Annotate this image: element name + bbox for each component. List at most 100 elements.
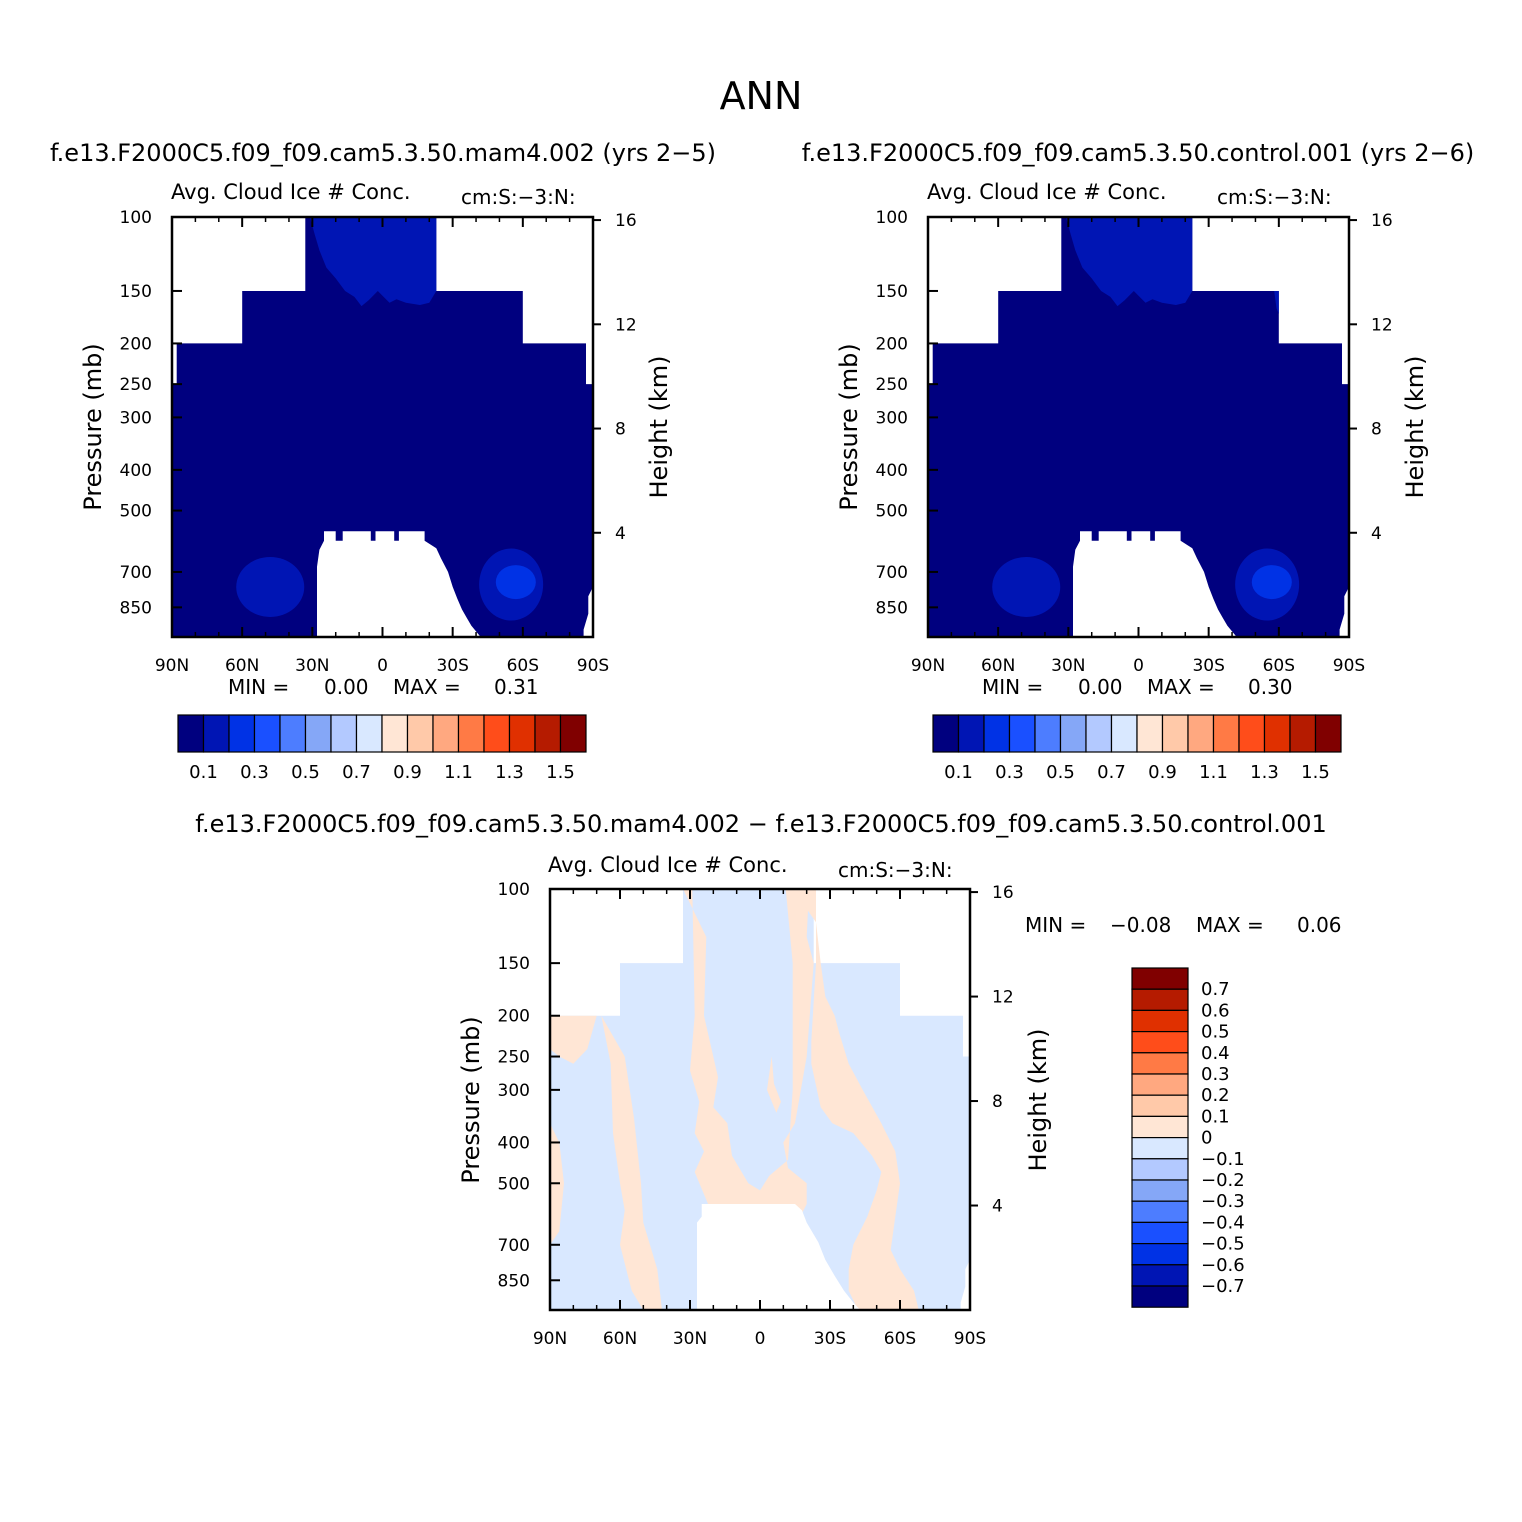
panel1-units-label: cm:S:−3:N: xyxy=(461,185,576,209)
panel1-min-label: MIN = xyxy=(228,675,289,699)
colorbar-swatch xyxy=(355,714,383,753)
colorbar-label: −0.2 xyxy=(1201,1170,1245,1191)
y2-tick-label: 16 xyxy=(615,211,637,231)
x-tick-label: 60S xyxy=(884,1329,916,1349)
colorbar-label: 1.3 xyxy=(495,762,524,783)
positive-diff-region xyxy=(767,1056,781,1113)
nh-lower-ice-blob xyxy=(992,556,1061,617)
colorbar-label: 0.5 xyxy=(291,762,320,783)
background-field xyxy=(172,217,593,637)
y-tick-label: 100 xyxy=(498,880,530,900)
y-tick-label: 200 xyxy=(876,334,908,354)
colorbar-swatch xyxy=(279,714,307,753)
colorbar-swatch xyxy=(1238,714,1266,753)
panel2-ylabel: Pressure (mb) xyxy=(835,343,863,510)
colorbar-swatch xyxy=(559,714,587,753)
colorbar-label: 1.5 xyxy=(1301,762,1330,783)
colorbar-swatch xyxy=(457,714,485,753)
x-tick-label: 90S xyxy=(577,656,609,676)
missing-region-edge xyxy=(583,586,593,637)
colorbar-label: −0.7 xyxy=(1201,1276,1245,1297)
y2-tick-label: 16 xyxy=(1371,211,1393,231)
colorbar-swatch xyxy=(1131,1158,1189,1181)
colorbar-swatch xyxy=(381,714,409,753)
y2-tick-label: 4 xyxy=(992,1197,1003,1217)
colorbar-swatch xyxy=(1212,714,1240,753)
colorbar-swatch xyxy=(330,714,358,753)
positive-diff-region xyxy=(550,1015,597,1064)
colorbar-swatch xyxy=(1131,1115,1189,1139)
colorbar-label: −0.1 xyxy=(1201,1149,1245,1170)
y2-tick-label: 4 xyxy=(1371,524,1382,544)
colorbar-label: −0.6 xyxy=(1201,1255,1245,1276)
x-tick-label: 30N xyxy=(295,656,329,676)
y-tick-label: 200 xyxy=(498,1007,530,1027)
panel2-y2label: Height (km) xyxy=(1401,356,1429,499)
panel1-max-value: 0.31 xyxy=(494,675,539,699)
panel1-plot-area: 90N 60N 30N 0 30S 60S 90S 100 150 200 250 300 400 500… xyxy=(120,208,637,676)
colorbar-swatch xyxy=(1131,1052,1189,1075)
panel3-units-label: cm:S:−3:N: xyxy=(838,858,953,882)
colorbar-label: 1.1 xyxy=(1199,762,1228,783)
y-tick-label: 300 xyxy=(876,408,908,428)
colorbar-label: −0.3 xyxy=(1201,1191,1245,1212)
panel1-ylabel: Pressure (mb) xyxy=(79,343,107,510)
upper-tropics-ice-region xyxy=(310,217,437,307)
y-tick-label: 500 xyxy=(120,502,152,522)
y-tick-label: 400 xyxy=(120,461,152,481)
colorbar-swatch xyxy=(957,714,985,753)
colorbar-swatch xyxy=(1131,1030,1189,1054)
colorbar-swatch xyxy=(406,714,434,753)
colorbar-swatch xyxy=(1187,714,1215,753)
panel1-variable-label: Avg. Cloud Ice # Conc. xyxy=(171,180,411,204)
colorbar-swatch xyxy=(1131,967,1189,990)
colorbar-swatch xyxy=(983,714,1011,753)
y-tick-label: 250 xyxy=(120,375,152,395)
colorbar-label: 0.9 xyxy=(393,762,422,783)
colorbar-swatch xyxy=(534,714,562,753)
y-tick-label: 400 xyxy=(498,1133,530,1153)
panel3-colorbar: 0.70.60.50.40.30.20.10−0.1−0.2−0.3−0.4−0… xyxy=(1131,967,1245,1308)
y-tick-label: 150 xyxy=(876,282,908,302)
colorbar-swatch xyxy=(1314,714,1342,753)
y-tick-label: 200 xyxy=(120,334,152,354)
panel2-variable-label: Avg. Cloud Ice # Conc. xyxy=(927,180,1167,204)
y-tick-label: 400 xyxy=(876,461,908,481)
panel2-case-title: f.e13.F2000C5.f09_f09.cam5.3.50.control.… xyxy=(802,139,1475,167)
background-field xyxy=(550,889,970,1310)
x-tick-label: 90N xyxy=(533,1329,567,1349)
colorbar-swatch xyxy=(1131,1264,1189,1287)
colorbar-label: 0 xyxy=(1201,1128,1212,1149)
panel3-case-title: f.e13.F2000C5.f09_f09.cam5.3.50.mam4.002… xyxy=(195,810,1326,838)
colorbar-swatch xyxy=(1131,1009,1189,1033)
panel1-max-label: MAX = xyxy=(393,675,461,699)
colorbar-swatch xyxy=(228,714,256,753)
colorbar-swatch xyxy=(508,714,536,753)
sh-lower-ice-core xyxy=(1251,565,1292,600)
missing-region-edge xyxy=(1339,586,1349,637)
colorbar-swatch xyxy=(932,714,960,753)
panel1-y2label: Height (km) xyxy=(645,356,673,499)
panel3-max-label: MAX = xyxy=(1196,913,1264,937)
y-tick-label: 300 xyxy=(120,408,152,428)
positive-diff-region xyxy=(601,1015,662,1310)
colorbar-label: 0.9 xyxy=(1148,762,1177,783)
x-tick-label: 90N xyxy=(911,656,945,676)
colorbar-label: 0.3 xyxy=(1201,1064,1230,1085)
colorbar-swatch xyxy=(1059,714,1087,753)
colorbar-label: 0.5 xyxy=(1046,762,1075,783)
panel3-max-value: 0.06 xyxy=(1297,913,1342,937)
x-tick-label: 0 xyxy=(377,656,388,676)
y-tick-label: 850 xyxy=(498,1271,530,1291)
y-tick-label: 700 xyxy=(498,1236,530,1256)
colorbar-swatch xyxy=(1161,714,1189,753)
colorbar-label: 0.5 xyxy=(1201,1022,1230,1043)
y-tick-label: 850 xyxy=(120,598,152,618)
x-tick-label: 60N xyxy=(225,656,259,676)
colorbar-swatch xyxy=(1131,1285,1189,1308)
colorbar-label: 0.3 xyxy=(995,762,1024,783)
x-tick-label: 30S xyxy=(814,1329,846,1349)
x-tick-label: 60N xyxy=(603,1329,637,1349)
panel2-min-label: MIN = xyxy=(982,675,1043,699)
x-tick-label: 60S xyxy=(1263,656,1295,676)
